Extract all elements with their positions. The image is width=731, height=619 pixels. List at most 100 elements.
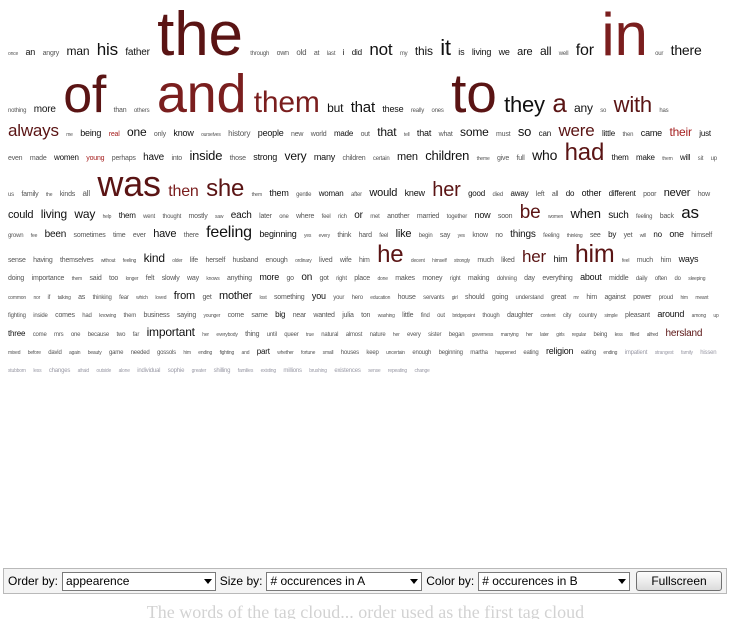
cloud-word[interactable]: felt [145,275,155,283]
cloud-word[interactable]: kinds [59,190,76,198]
cloud-word[interactable]: do [565,188,575,198]
cloud-word[interactable]: others [133,108,150,114]
cloud-word[interactable]: what [438,131,453,138]
cloud-word[interactable]: true [306,331,314,338]
cloud-word[interactable]: children [342,155,366,163]
cloud-word[interactable]: comes [55,312,75,320]
cloud-word[interactable]: to [451,62,497,124]
cloud-word[interactable]: individual [137,368,161,375]
cloud-word[interactable]: made [29,155,47,163]
cloud-word[interactable]: living [40,206,67,221]
cloud-word[interactable]: women [547,213,564,220]
cloud-word[interactable]: into [171,155,183,163]
cloud-word[interactable]: how [697,190,710,198]
cloud-word[interactable]: her [392,331,400,338]
cloud-word[interactable]: three [8,328,26,338]
cloud-word[interactable]: them [123,313,137,320]
cloud-word[interactable]: about [580,272,602,283]
cloud-word[interactable]: died [492,191,504,198]
cloud-word[interactable]: just [699,129,711,138]
cloud-word[interactable]: life [189,257,198,265]
cloud-word[interactable]: bridgepoint [452,313,475,320]
cloud-word[interactable]: same [251,312,268,320]
cloud-word[interactable]: from [173,289,195,302]
cloud-word[interactable]: gentle [296,191,312,198]
cloud-word[interactable]: now [474,209,491,220]
cloud-word[interactable]: should [465,293,485,301]
cloud-word[interactable]: enough [265,257,288,265]
cloud-word[interactable]: strong [253,152,278,163]
cloud-word[interactable]: find [420,313,430,320]
size-by-select[interactable]: # occurences in A [266,571,423,591]
cloud-word[interactable]: part [256,346,270,356]
cloud-word[interactable]: so [517,124,532,139]
cloud-word[interactable]: family [680,349,693,356]
cloud-word[interactable]: that [377,125,397,139]
cloud-word[interactable]: yes [457,232,465,239]
cloud-word[interactable]: sophie [167,368,185,375]
cloud-word[interactable]: know [472,231,488,239]
cloud-word[interactable]: houses [340,349,359,356]
cloud-word[interactable]: every [407,331,421,338]
cloud-word[interactable]: me [66,132,73,138]
cloud-word[interactable]: children [425,148,470,164]
cloud-word[interactable]: slowly [161,275,180,283]
cloud-word[interactable]: later [540,331,549,338]
cloud-word[interactable]: game [109,349,124,356]
cloud-word[interactable]: knowing [99,313,117,320]
cloud-word[interactable]: hersland [665,327,703,339]
cloud-word[interactable]: daughter [506,312,533,320]
cloud-word[interactable]: perhaps [111,155,136,163]
cloud-word[interactable]: uncertain [386,349,405,356]
cloud-word[interactable]: old [296,48,307,57]
cloud-word[interactable]: sense [8,257,26,265]
cloud-word[interactable]: feeling [206,223,252,241]
cloud-word[interactable]: place [354,275,370,283]
cloud-word[interactable]: him [574,240,615,269]
cloud-word[interactable]: make [636,153,655,163]
cloud-word[interactable]: brushing [309,368,327,375]
cloud-word[interactable]: because [87,331,110,338]
cloud-word[interactable]: with [613,92,653,117]
cloud-word[interactable]: had [564,139,605,167]
cloud-word[interactable]: one [669,228,684,239]
cloud-word[interactable]: feeling [122,258,137,265]
color-by-select[interactable]: # occurences in B [478,571,630,591]
cloud-word[interactable]: anything [226,275,252,283]
cloud-word[interactable]: no [495,231,503,239]
cloud-word[interactable]: existences [334,368,361,375]
cloud-word[interactable]: until [266,331,277,338]
cloud-word[interactable]: all [551,190,559,198]
cloud-word[interactable]: there [670,42,702,58]
cloud-word[interactable]: been [44,228,67,240]
cloud-word[interactable]: much [636,257,654,265]
cloud-word[interactable]: are [517,46,533,58]
cloud-word[interactable]: thought [162,213,182,220]
cloud-word[interactable]: if [47,294,51,301]
cloud-word[interactable]: often [654,276,668,283]
cloud-word[interactable]: will [639,232,646,239]
cloud-word[interactable]: back [659,212,674,220]
cloud-word[interactable]: husband [232,257,259,265]
cloud-word[interactable]: too [108,275,119,283]
cloud-word[interactable]: julia [342,312,354,320]
cloud-word[interactable]: him [660,257,672,265]
cloud-word[interactable]: washing [377,313,395,320]
cloud-word[interactable]: things [510,228,536,240]
cloud-word[interactable]: middle [609,275,629,283]
cloud-word[interactable]: which [136,294,148,301]
cloud-word[interactable]: sister [428,331,442,338]
cloud-word[interactable]: well [558,51,569,57]
cloud-word[interactable]: more [259,272,280,283]
cloud-word[interactable]: rich [337,213,347,220]
cloud-word[interactable]: money [422,275,443,283]
cloud-word[interactable]: impatient [624,349,648,356]
cloud-word[interactable]: my [399,51,408,57]
cloud-word[interactable]: near [292,312,306,320]
cloud-word[interactable]: mostly [188,212,208,220]
cloud-word[interactable]: where [296,212,315,220]
cloud-word[interactable]: time [113,231,126,239]
cloud-word[interactable]: much [477,257,494,265]
cloud-word[interactable]: give [497,155,510,163]
cloud-word[interactable]: she [206,174,245,202]
